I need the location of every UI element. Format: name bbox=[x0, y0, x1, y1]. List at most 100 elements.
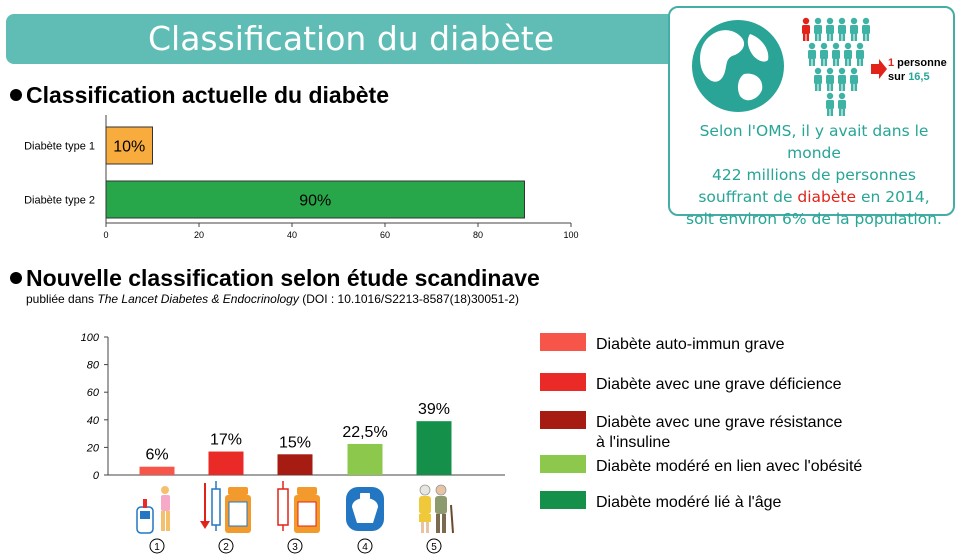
person-icon bbox=[808, 42, 816, 66]
syringe-medication-icon bbox=[200, 481, 251, 533]
section-title-current-text: Classification actuelle du diabète bbox=[26, 82, 389, 108]
legend-label: Diabète modéré en lien avec l'obésité bbox=[596, 458, 863, 475]
legend-swatch bbox=[540, 411, 586, 429]
category-number-circle bbox=[287, 538, 303, 554]
people-group-icon bbox=[802, 17, 870, 116]
person-icon bbox=[814, 67, 822, 91]
data-label: 39% bbox=[418, 401, 450, 418]
legend-label: Diabète modéré lié à l'âge bbox=[596, 494, 782, 511]
people-word: personne bbox=[894, 57, 947, 69]
category-number-circle bbox=[149, 538, 165, 554]
category-label: 5 bbox=[431, 542, 437, 553]
scale-icon bbox=[346, 487, 384, 531]
people-count: 1 bbox=[888, 57, 895, 69]
globe-icon bbox=[692, 20, 784, 112]
section-title-current: Classification actuelle du diabète bbox=[10, 82, 389, 109]
bar bbox=[105, 126, 153, 165]
legend-label: Diabète auto-immun grave bbox=[596, 336, 785, 353]
y-tick-label: 0 bbox=[93, 470, 100, 482]
data-label: 17% bbox=[210, 432, 242, 449]
subtitle-suffix: (DOI : 10.1016/S2213-8587(18)30051-2) bbox=[298, 292, 520, 306]
person-icon bbox=[850, 17, 858, 41]
person-icon bbox=[826, 92, 834, 116]
legend-label: Diabète avec une grave déficience bbox=[596, 376, 842, 393]
legend-swatch bbox=[540, 373, 586, 391]
category-number-circle bbox=[357, 538, 373, 554]
category-label: 2 bbox=[223, 542, 229, 553]
new-classification-chart: 0 20 40 60 80 100 6% 1 17% 2 15% 3 22,5% 4 39% 5 bbox=[81, 332, 505, 554]
bar bbox=[105, 180, 525, 219]
person-icon bbox=[814, 17, 822, 41]
who-line-3-before: souffrant de bbox=[698, 188, 798, 206]
person-icon bbox=[832, 42, 840, 66]
person-icon bbox=[838, 92, 846, 116]
who-line-3-highlight: diabète bbox=[797, 188, 857, 206]
category-label: 1 bbox=[154, 542, 160, 553]
x-tick-label: 40 bbox=[287, 230, 297, 240]
bar bbox=[208, 451, 244, 475]
who-line-1: Selon l'OMS, il y avait dans le monde bbox=[699, 122, 929, 162]
legend-label: Diabète avec une grave résistance à l'in… bbox=[596, 414, 843, 451]
section-subtitle: publiée dans The Lancet Diabetes & Endoc… bbox=[26, 292, 519, 306]
legend-swatch bbox=[540, 333, 586, 351]
person-icon bbox=[850, 67, 858, 91]
y-tick-label: 80 bbox=[87, 360, 100, 372]
legend-swatch bbox=[540, 491, 586, 509]
y-tick-label: 20 bbox=[86, 442, 100, 454]
red-arrow-icon bbox=[871, 59, 887, 79]
x-tick-label: 100 bbox=[563, 230, 578, 240]
bar bbox=[277, 454, 313, 475]
section-title-new-text: Nouvelle classification selon étude scan… bbox=[26, 265, 540, 291]
section-title-new: Nouvelle classification selon étude scan… bbox=[10, 265, 540, 292]
bar bbox=[347, 443, 383, 475]
x-tick-label: 0 bbox=[103, 230, 108, 240]
category-label: Diabète type 1 bbox=[24, 141, 95, 153]
category-label: 3 bbox=[292, 542, 298, 553]
person-icon bbox=[838, 67, 846, 91]
glucose-meter-woman-icon bbox=[136, 486, 170, 534]
x-tick-label: 60 bbox=[380, 230, 390, 240]
person-icon bbox=[844, 42, 852, 66]
who-info-box: 1 personne sur 16,5 Selon l'OMS, il y av… bbox=[668, 6, 955, 228]
bar bbox=[416, 421, 452, 475]
data-label: 15% bbox=[279, 434, 311, 451]
page-title: Classification du diabète bbox=[147, 19, 555, 58]
person-icon bbox=[838, 17, 846, 41]
data-label: 10% bbox=[113, 139, 145, 156]
people-ratio-label: 1 personne sur 16,5 bbox=[888, 56, 947, 84]
x-tick-label: 20 bbox=[194, 230, 204, 240]
who-illustration bbox=[692, 17, 887, 116]
person-icon bbox=[862, 17, 870, 41]
data-label: 90% bbox=[299, 193, 331, 210]
category-number-circle bbox=[218, 538, 234, 554]
y-tick-label: 100 bbox=[81, 332, 100, 344]
bullet-icon bbox=[10, 89, 22, 101]
current-classification-chart: 0 20 40 60 80 100 Diabète type 1 10% Diabète typ… bbox=[24, 115, 579, 240]
who-line-4: soit environ 6% de la population. bbox=[686, 210, 942, 228]
who-statement: Selon l'OMS, il y avait dans le monde 42… bbox=[676, 120, 952, 230]
category-label: 4 bbox=[362, 542, 368, 553]
x-tick-label: 80 bbox=[473, 230, 483, 240]
subtitle-prefix: publiée dans bbox=[26, 292, 98, 306]
bullet-icon bbox=[10, 272, 22, 284]
person-icon bbox=[802, 17, 810, 41]
legend-swatch bbox=[540, 455, 586, 473]
who-line-3-after: en 2014, bbox=[856, 188, 930, 206]
data-label: 22,5% bbox=[342, 424, 387, 441]
data-label: 6% bbox=[145, 447, 168, 464]
person-icon bbox=[856, 42, 864, 66]
subtitle-journal: The Lancet Diabetes & Endocrinology bbox=[97, 292, 299, 306]
category-number-circle bbox=[426, 538, 442, 554]
person-icon bbox=[826, 67, 834, 91]
people-sur: sur bbox=[888, 71, 909, 83]
category-label: Diabète type 2 bbox=[24, 195, 95, 207]
bar bbox=[139, 466, 175, 475]
syringe-bottle-icon bbox=[277, 481, 320, 533]
elderly-couple-icon bbox=[419, 484, 454, 534]
y-tick-label: 60 bbox=[87, 387, 100, 399]
person-icon bbox=[820, 42, 828, 66]
person-icon bbox=[826, 17, 834, 41]
title-banner: Classification du diabète bbox=[6, 14, 696, 64]
who-line-2: 422 millions de personnes bbox=[711, 166, 916, 184]
people-ratio: 16,5 bbox=[908, 71, 930, 83]
